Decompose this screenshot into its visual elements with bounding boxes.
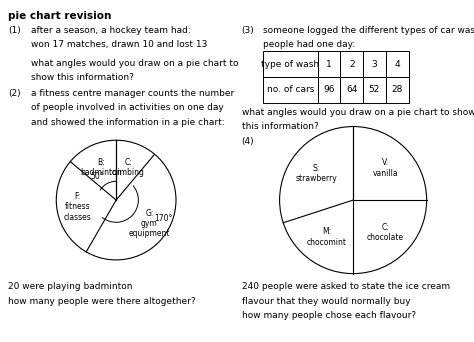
Text: won 17 matches, drawn 10 and lost 13: won 17 matches, drawn 10 and lost 13 [31, 40, 207, 49]
FancyBboxPatch shape [318, 51, 340, 77]
Text: G:
gym
equipment: G: gym equipment [129, 209, 170, 238]
Text: F:
fitness
classes: F: fitness classes [64, 192, 91, 222]
Text: after a season, a hockey team had:: after a season, a hockey team had: [31, 26, 191, 35]
Text: M:
chocomint: M: chocomint [306, 227, 346, 247]
Text: and showed the information in a pie chart:: and showed the information in a pie char… [31, 118, 224, 127]
Text: what angles would you draw on a pie chart to: what angles would you draw on a pie char… [31, 59, 238, 68]
Text: B:
badminton: B: badminton [80, 158, 122, 177]
Text: 240 people were asked to state the ice cream: 240 people were asked to state the ice c… [242, 282, 450, 291]
Text: 20 were playing badminton: 20 were playing badminton [8, 282, 133, 291]
Text: pie chart revision: pie chart revision [8, 11, 111, 21]
Text: 4: 4 [394, 60, 400, 69]
Text: people had one day:: people had one day: [263, 40, 356, 49]
Text: C:
chocolate: C: chocolate [367, 223, 404, 242]
Text: S:
strawberry: S: strawberry [295, 163, 337, 183]
Text: (2): (2) [8, 89, 21, 98]
Text: how many people chose each flavour?: how many people chose each flavour? [242, 311, 416, 320]
Text: (4): (4) [242, 137, 255, 146]
Text: V:
vanilla: V: vanilla [373, 158, 398, 177]
Text: no. of cars: no. of cars [267, 85, 314, 94]
Text: 28: 28 [392, 85, 403, 94]
Text: 64: 64 [346, 85, 357, 94]
FancyBboxPatch shape [386, 51, 409, 77]
Text: 3: 3 [372, 60, 377, 69]
Text: (3): (3) [242, 26, 255, 35]
FancyBboxPatch shape [318, 77, 340, 103]
Text: flavour that they would normally buy: flavour that they would normally buy [242, 297, 410, 305]
FancyBboxPatch shape [263, 77, 318, 103]
Text: 50°: 50° [91, 172, 104, 181]
Text: of people involved in activities on one day: of people involved in activities on one … [31, 103, 224, 112]
Text: show this information?: show this information? [31, 73, 134, 82]
FancyBboxPatch shape [363, 77, 386, 103]
Text: (1): (1) [8, 26, 21, 35]
Text: 96: 96 [323, 85, 335, 94]
FancyBboxPatch shape [340, 51, 363, 77]
Text: 2: 2 [349, 60, 355, 69]
Text: 1: 1 [326, 60, 332, 69]
Text: what angles would you draw on a pie chart to show: what angles would you draw on a pie char… [242, 108, 474, 117]
FancyBboxPatch shape [340, 77, 363, 103]
Text: this information?: this information? [242, 122, 319, 131]
FancyBboxPatch shape [263, 51, 318, 77]
FancyBboxPatch shape [363, 51, 386, 77]
Text: type of wash: type of wash [261, 60, 319, 69]
Text: C:
climbing: C: climbing [111, 158, 145, 177]
Text: someone logged the different types of car wash that: someone logged the different types of ca… [263, 26, 474, 35]
Text: 170°: 170° [155, 214, 173, 223]
Text: a fitness centre manager counts the number: a fitness centre manager counts the numb… [31, 89, 234, 98]
FancyBboxPatch shape [386, 77, 409, 103]
Text: 52: 52 [369, 85, 380, 94]
Text: how many people were there altogether?: how many people were there altogether? [8, 297, 196, 305]
